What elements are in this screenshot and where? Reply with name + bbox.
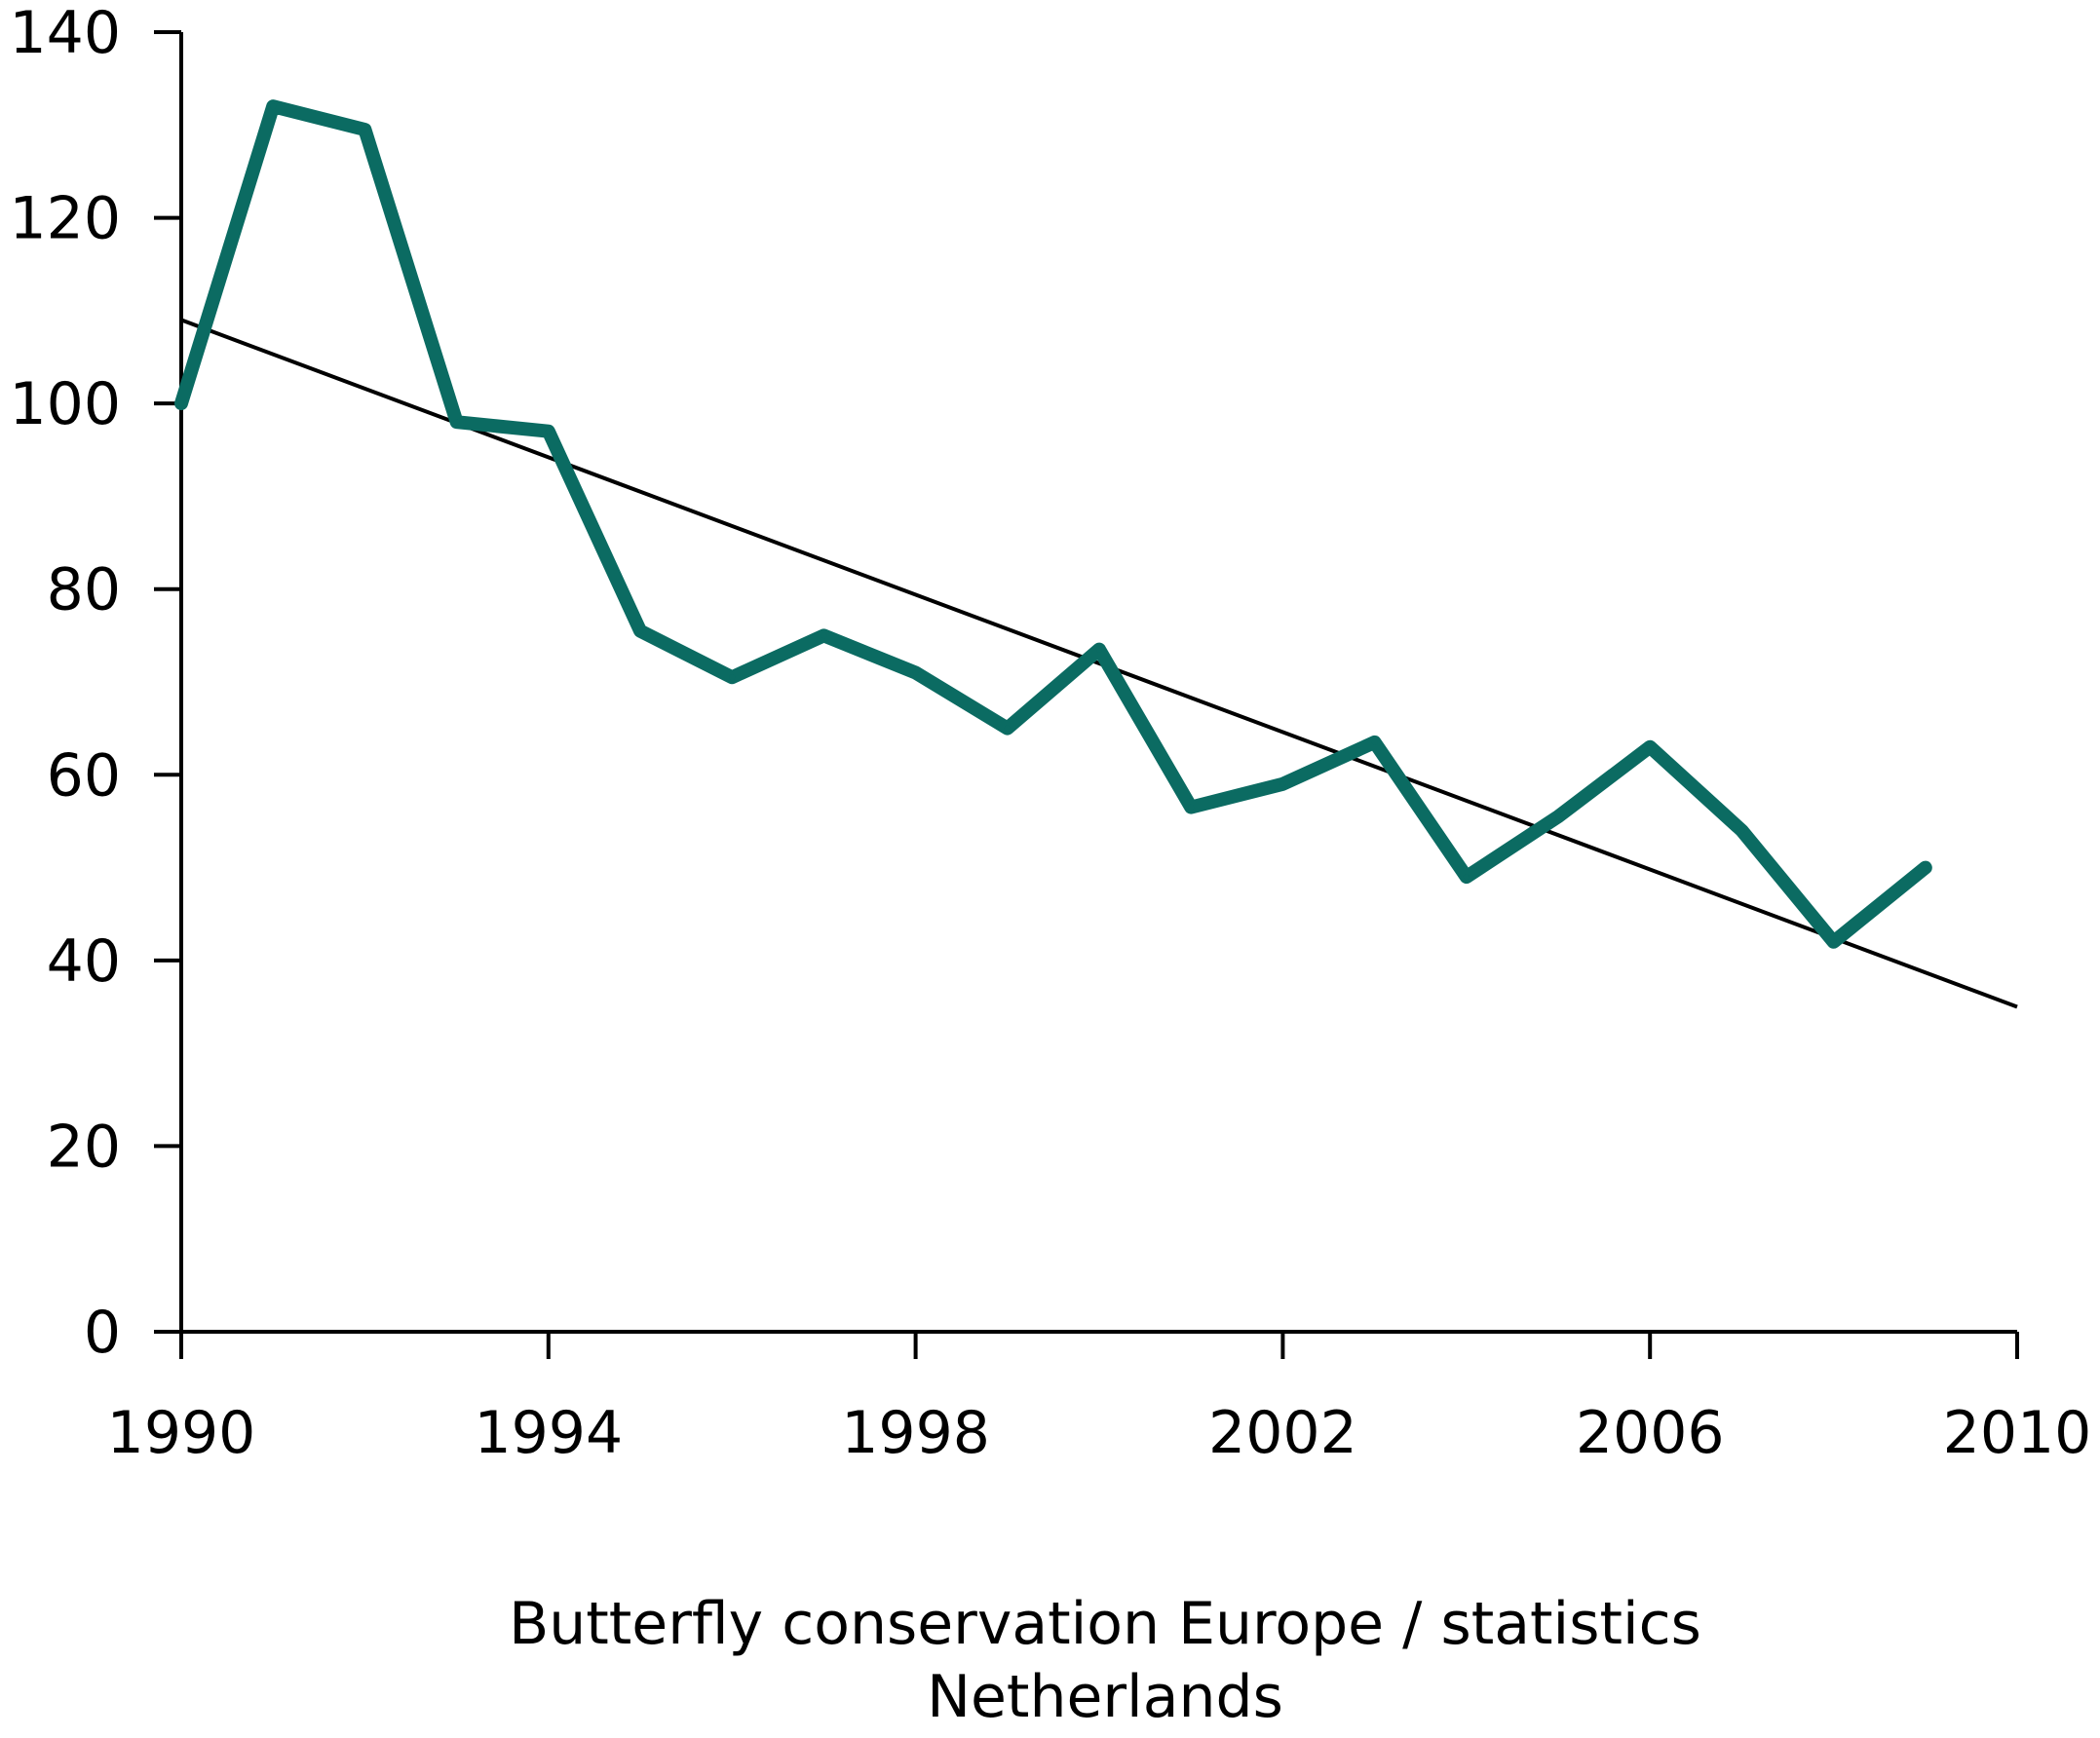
data-point — [545, 428, 552, 434]
data-point — [1738, 827, 1745, 834]
y-ticks: 0 20 40 60 80 100 120 140 — [9, 0, 181, 1367]
y-tick-label: 40 — [47, 927, 121, 996]
x-tick-label: 2010 — [1943, 1399, 2092, 1467]
data-point — [1647, 743, 1654, 750]
y-tick-label: 80 — [47, 556, 121, 624]
data-point — [362, 127, 368, 133]
source-line-2: Netherlands — [927, 1663, 1283, 1731]
data-point — [1371, 738, 1378, 745]
data-point — [1463, 874, 1470, 881]
series-line — [174, 99, 1932, 949]
data-point — [821, 632, 827, 639]
data-point — [270, 103, 277, 110]
source-line-1: Butterfly conservation Europe / statisti… — [509, 1590, 1701, 1658]
x-tick-label: 1994 — [474, 1399, 623, 1467]
y-tick-label: 140 — [9, 0, 121, 67]
data-point — [1096, 646, 1102, 653]
x-tick-label: 2002 — [1208, 1399, 1357, 1467]
data-point — [1555, 813, 1561, 820]
data-point — [912, 669, 919, 676]
trend-line — [180, 318, 2018, 1009]
data-point — [178, 400, 184, 407]
y-tick-label: 20 — [47, 1113, 121, 1181]
y-tick-label: 120 — [9, 185, 121, 253]
x-tick-label: 2006 — [1576, 1399, 1725, 1467]
data-point — [729, 674, 736, 681]
y-tick-label: 100 — [9, 370, 121, 438]
data-point — [1279, 780, 1286, 787]
data-point — [637, 627, 643, 634]
x-tick-label: 1990 — [107, 1399, 256, 1467]
data-point — [1922, 864, 1928, 871]
x-ticks: 1990 1994 1998 2002 2006 2010 — [107, 1332, 2092, 1467]
data-point — [1004, 725, 1011, 732]
data-point — [1830, 938, 1837, 945]
y-tick-label: 60 — [47, 741, 121, 810]
data-point — [453, 419, 460, 426]
x-tick-label: 1998 — [841, 1399, 990, 1467]
y-tick-label: 0 — [84, 1299, 121, 1367]
data-point — [1188, 804, 1195, 811]
axes — [179, 32, 2017, 1334]
data-points — [178, 103, 1928, 945]
